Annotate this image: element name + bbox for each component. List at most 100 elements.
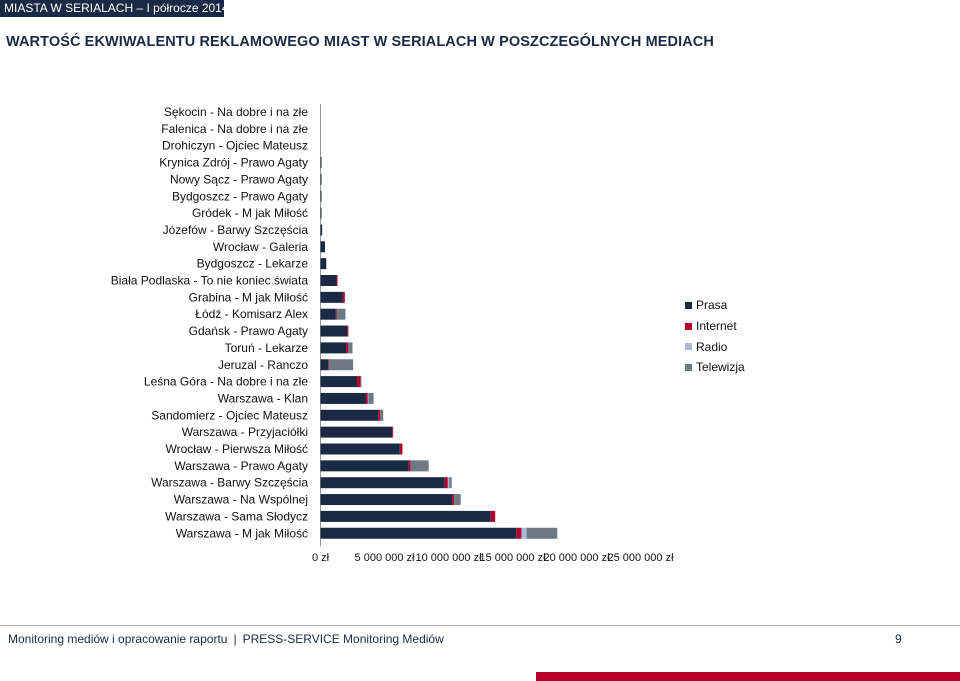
bar-segment-prasa [320,443,400,455]
bar-segment-internet [342,291,345,303]
page-number: 9 [895,632,902,646]
category-label: Warszawa - Sama Słodycz [165,509,308,523]
footer-left-text: Monitoring mediów i opracowanie raportu [8,632,228,646]
category-label: Toruń - Lekarze [225,341,309,355]
category-label: Łódź - Komisarz Alex [195,307,308,321]
bar-segment-prasa [320,241,325,253]
bar-segment-radio [521,527,527,539]
bar-segment-prasa [320,359,329,371]
category-label: Bydgoszcz - Prawo Agaty [172,189,308,203]
category-label: Warszawa - Na Wspólnej [174,493,308,507]
footer-divider [0,625,960,626]
footer: Monitoring mediów i opracowanie raportu |… [8,632,444,646]
bar-segment-prasa [320,207,322,219]
bar-segment-internet [347,325,349,337]
bar-segment-prasa [320,460,409,472]
bar-segment-prasa [320,308,336,320]
bar-segment-internet [365,392,368,404]
bar-segment-internet [516,527,522,539]
category-label: Warszawa - M jak Miłość [176,526,308,540]
legend-label-prasa: Prasa [696,298,728,313]
category-label: Warszawa - Klan [218,391,308,405]
legend-item-radio: Radio [685,336,745,357]
category-label: Gródek - M jak Miłość [192,206,308,220]
bar-segment-prasa [320,258,327,270]
x-tick-label: 0 zł [312,552,330,564]
bar-segment-internet [408,460,411,472]
bar-segment-telewizja [526,527,558,539]
category-label: Jeruzal - Ranczo [218,358,308,372]
bar-segment-radio [367,392,369,404]
category-label: Krynica Zdrój - Prawo Agaty [159,156,308,170]
legend-item-internet: Internet [685,316,745,337]
report-header-bar: MIASTA W SERIALACH – I półrocze 2014 [0,0,229,17]
bar-segment-prasa [320,157,322,169]
bar-segment-prasa [320,392,366,404]
category-label: Bydgoszcz - Lekarze [197,257,309,271]
bar-segment-telewizja [410,460,429,472]
bar-segment-internet [399,443,403,455]
bar-segment-telewizja [328,359,354,371]
x-tick-label: 25 000 000 zł [607,552,674,564]
legend-swatch-internet [685,322,692,330]
bar-segment-internet [346,342,349,354]
legend-label-radio: Radio [696,339,728,354]
x-tick-label: 10 000 000 zł [415,552,482,564]
bar-segment-radio [447,477,450,489]
footer-right-text: PRESS-SERVICE Monitoring Mediów [242,632,444,646]
bar-segment-telewizja [368,392,374,404]
bar-segment-internet [378,409,381,421]
bar-segment-internet [490,510,496,522]
bar-segment-prasa [320,376,357,388]
bar-segment-prasa [320,527,517,539]
chart-title: WARTOŚĆ EKWIWALENTU REKLAMOWEGO MIAST W … [6,34,714,50]
stacked-bar-chart: Sękocin - Na dobre i na złe Falenica - Na… [111,104,674,564]
legend-label-internet: Internet [696,319,737,334]
bar-segment-prasa [320,342,347,354]
category-label: Leśna Góra - Na dobre i na złe [144,375,308,389]
bar-segment-internet [356,376,361,388]
bar-segment-prasa [320,510,491,522]
bar-segment-prasa [320,494,453,506]
category-label: Warszawa - Barwy Szczęścia [151,476,308,490]
category-label: Nowy Sącz - Prawo Agaty [170,172,308,186]
category-label: Wrocław - Galeria [213,240,308,254]
category-label: Józefów - Barwy Szczęścia [163,223,309,237]
bar-segment-internet [336,275,338,286]
legend-swatch-prasa [685,301,692,309]
category-label: Warszawa - Prawo Agaty [174,459,308,473]
category-label: Wrocław - Pierwsza Miłość [166,442,308,456]
bar-segment-telewizja [449,477,452,489]
legend-swatch-telewizja [685,363,692,371]
bar-segment-prasa [320,291,343,303]
bar-segment-internet [335,308,337,320]
footer-separator: | [233,632,237,646]
bar-segment-telewizja [454,494,461,506]
bar-segment-prasa [320,477,445,489]
chart-legend: Prasa Internet Radio Telewizja [685,295,745,378]
category-label: Sękocin - Na dobre i na złe [164,105,308,119]
x-tick-label: 5 000 000 zł [355,552,415,564]
bar-segment-internet [452,494,455,506]
category-label: Sandomierz - Ojciec Mateusz [151,408,308,422]
bar-segment-telewizja [336,308,346,320]
bar-segment-prasa [320,325,348,337]
legend-label-telewizja: Telewizja [696,360,745,375]
category-label: Grabina - M jak Miłość [189,290,308,304]
bar-segment-prasa [320,224,323,236]
bar-segment-internet [392,426,394,438]
bar-segment-internet [444,477,448,489]
category-label: Warszawa - Przyjaciółki [182,425,308,439]
bar-segment-prasa [320,190,322,202]
bar-segment-radio [360,376,362,388]
category-label: Biała Podlaska - To nie koniec świata [111,274,309,288]
x-tick-label: 15 000 000 zł [479,552,546,564]
category-label: Gdańsk - Prawo Agaty [189,324,308,338]
x-tick-label: 20 000 000 zł [543,552,610,564]
legend-item-prasa: Prasa [685,295,745,316]
legend-item-telewizja: Telewizja [685,357,745,378]
report-header-label: MIASTA W SERIALACH – I półrocze 2014 [4,1,229,15]
category-label: Drohiczyn - Ojciec Mateusz [162,139,308,153]
category-label: Falenica - Na dobre i na złe [161,122,308,136]
bar-segment-prasa [320,426,393,438]
